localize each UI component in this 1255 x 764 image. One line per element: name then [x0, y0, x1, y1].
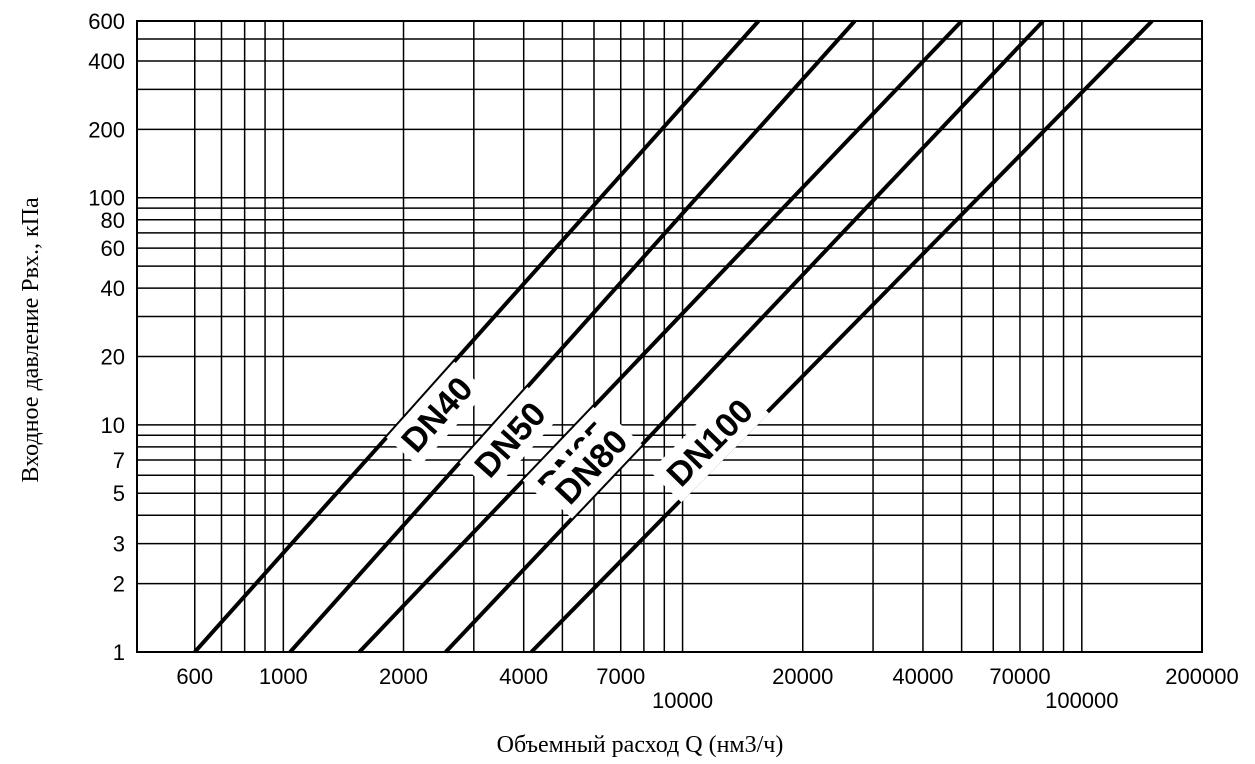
x-tick-label: 20000: [772, 664, 833, 689]
y-tick-label: 2: [113, 572, 125, 597]
x-tick-label: 7000: [596, 664, 645, 689]
x-tick-label: 100000: [1045, 688, 1118, 713]
series-label-backdrop: [539, 414, 643, 519]
y-tick-label: 80: [101, 208, 125, 233]
x-axis-title: Объемный расход Q (нм3/ч): [497, 732, 784, 758]
series-line-dn100: [529, 19, 1154, 654]
x-tick-label: 4000: [499, 664, 548, 689]
series-label-backdrop: [386, 361, 488, 467]
y-tick-label: 100: [88, 186, 125, 211]
y-tick-label: 3: [113, 532, 125, 557]
series-label-backdrop: [459, 386, 561, 493]
series-line-dn80: [444, 19, 1045, 654]
plot-frame: [136, 20, 1203, 653]
series-labels: DN40DN50DN65DN80DN100: [386, 361, 770, 519]
series-line-dn65: [357, 19, 964, 654]
series-lines: [193, 19, 1154, 654]
series-label-group: DN100: [650, 382, 770, 503]
x-tick-label: 600: [176, 664, 213, 689]
x-tick-label: 2000: [379, 664, 428, 689]
series-line-dn40: [193, 19, 761, 654]
y-tick-label: 600: [88, 9, 125, 34]
y-tick-label: 40: [101, 276, 125, 301]
y-tick-label: 7: [113, 448, 125, 473]
series-label-backdrop: [650, 382, 770, 503]
y-tick-label: 1: [113, 640, 125, 665]
x-tick-label: 200000: [1165, 664, 1238, 689]
x-tick-label: 10000: [652, 688, 713, 713]
plot-border: [136, 20, 1203, 653]
y-tick-label: 10: [101, 413, 125, 438]
y-tick-label: 60: [101, 236, 125, 261]
grid: [137, 20, 1203, 653]
y-tick-label: 400: [88, 49, 125, 74]
y-tick-label: 5: [113, 481, 125, 506]
x-tick-label: 40000: [892, 664, 953, 689]
y-tick-label: 20: [101, 344, 125, 369]
x-tick-label: 1000: [259, 664, 308, 689]
y-tick-label: 200: [88, 117, 125, 142]
x-tick-label: 70000: [989, 664, 1050, 689]
y-axis-title: Входное давление Рвх., кПа: [18, 197, 44, 483]
series-line-dn50: [288, 19, 857, 654]
